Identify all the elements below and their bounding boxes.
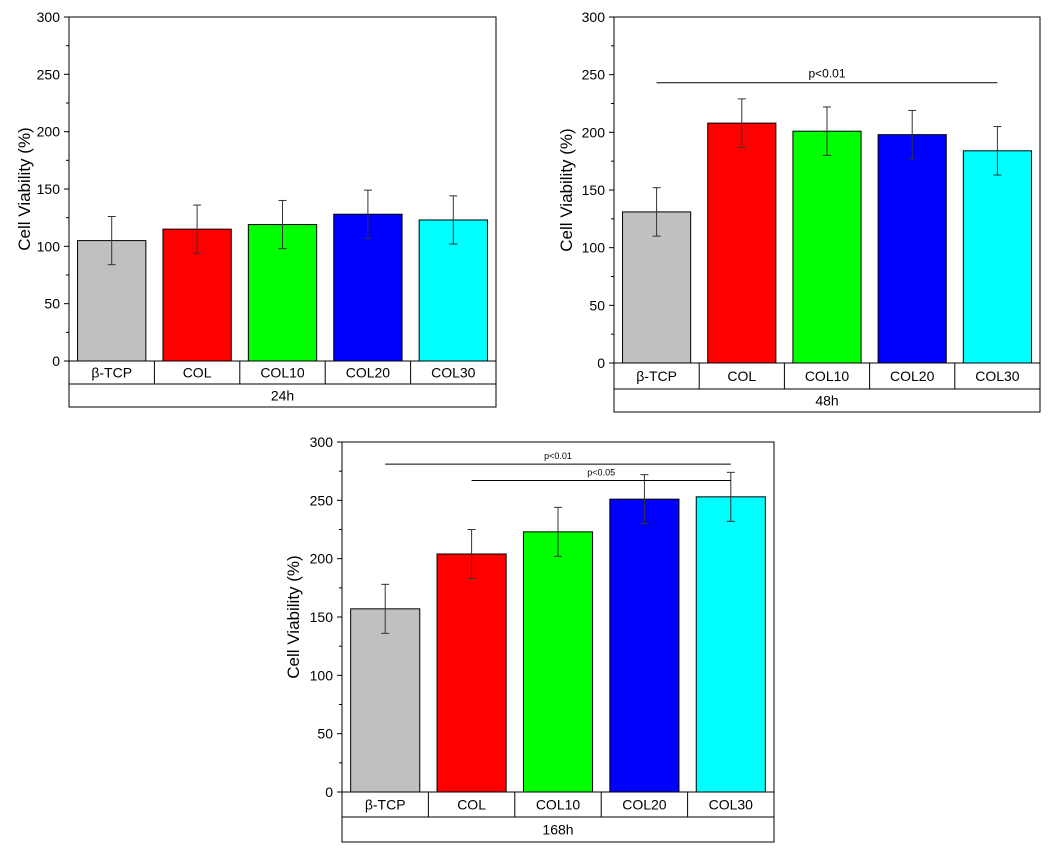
y-tick-label: 100 [310,667,334,683]
y-tick-label: 150 [582,182,606,198]
y-tick-label: 200 [37,124,61,140]
group-row [613,388,1041,413]
chart-panel-24h: 0 50 100 150 200 250 300 Cell Viability (%) β-TC… [15,9,497,408]
category-label: COL30 [709,797,754,813]
y-tick-label: 250 [37,66,61,82]
category-label: COL30 [975,368,1020,384]
bar-col20 [877,134,947,364]
significance-label: p<0.01 [544,451,572,461]
category-label: COL20 [346,365,391,381]
y-tick-label: 200 [582,124,606,140]
y-axis-label: Cell Viability (%) [15,127,34,250]
y-axis-label: Cell Viability (%) [557,128,576,251]
category-label: COL [727,368,756,384]
category-label: COL10 [536,797,581,813]
bar-col30 [695,496,766,793]
y-tick-label: 50 [317,726,333,742]
bar-tcp [622,211,692,364]
category-label: β-TCP [91,365,132,381]
category-label: COL30 [431,365,476,381]
bar-tcp [350,608,421,793]
group-row [341,816,775,843]
y-tick-label: 150 [310,609,334,625]
chart-panel-48h: 0 50 100 150 200 250 300 Cell Viability (%) β-TC… [557,9,1041,413]
y-tick-label: 0 [597,355,605,371]
category-label: β-TCP [636,368,677,384]
y-tick-label: 0 [325,784,333,800]
y-tick-label: 50 [44,296,60,312]
group-row [68,383,497,408]
category-label: β-TCP [365,797,406,813]
significance-label: p<0.01 [808,67,845,81]
y-tick-label: 300 [582,9,606,25]
bar-col [436,553,507,793]
y-tick-label: 300 [37,9,61,25]
y-tick-label: 100 [37,238,61,254]
y-tick-label: 250 [582,67,606,83]
category-label: COL20 [622,797,667,813]
category-label: COL [183,365,212,381]
y-tick-label: 100 [582,240,606,256]
group-label: 48h [815,393,838,409]
chart-panel-168h: 0 50 100 150 200 250 300 Cell Viability (%) β-TC… [284,434,775,843]
y-tick-label: 150 [37,181,61,197]
category-label: COL [457,797,486,813]
bar-col [707,122,777,364]
y-axis-label: Cell Viability (%) [284,555,303,678]
bar-col30 [962,150,1032,364]
group-label: 168h [542,822,573,838]
bar-col10 [522,531,594,793]
y-tick-label: 250 [310,492,334,508]
y-tick-label: 0 [52,353,60,369]
category-label: COL10 [805,368,850,384]
category-label: COL20 [890,368,935,384]
group-label: 24h [271,388,294,404]
category-label: COL10 [260,365,305,381]
significance-label: p<0.05 [587,468,615,478]
y-tick-label: 50 [589,297,605,313]
y-tick-label: 300 [310,434,334,450]
y-tick-label: 200 [310,551,334,567]
bar-col10 [792,130,862,364]
bar-col20 [609,498,680,793]
